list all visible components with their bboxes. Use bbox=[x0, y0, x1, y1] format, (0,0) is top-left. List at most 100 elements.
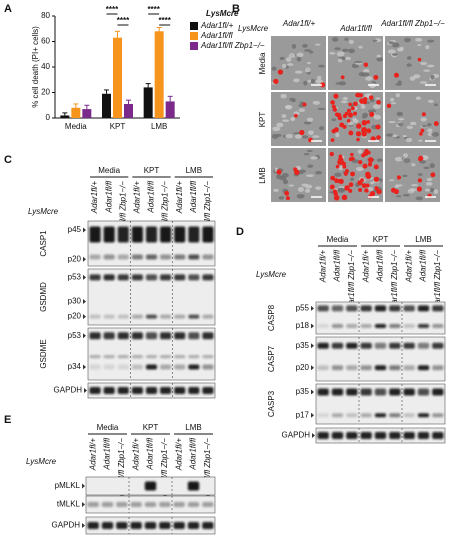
pi-cell bbox=[330, 138, 335, 143]
lane-label: Adar1fl/fl bbox=[376, 250, 385, 283]
band bbox=[417, 388, 430, 396]
sig-label: **** bbox=[106, 5, 119, 14]
sig-label: **** bbox=[117, 16, 130, 25]
genotype-label: LysMcre bbox=[28, 207, 59, 216]
panel-label: D bbox=[236, 226, 244, 238]
cell bbox=[315, 79, 323, 84]
marker bbox=[312, 433, 315, 438]
row-label: KPT bbox=[258, 112, 267, 128]
pi-cell bbox=[373, 164, 379, 170]
cell bbox=[306, 149, 313, 153]
group-label: KPT bbox=[144, 166, 160, 175]
pi-cell bbox=[285, 196, 290, 201]
pi-cell bbox=[345, 169, 349, 173]
band bbox=[202, 522, 214, 529]
lane-label: Adar1fl/fl Zbp1−/− bbox=[347, 250, 356, 315]
band bbox=[159, 522, 171, 529]
lane-label: Adar1fl/fl bbox=[146, 438, 155, 471]
band bbox=[89, 314, 101, 319]
cell bbox=[285, 105, 292, 110]
lane-label: Adar1fl/fl bbox=[419, 250, 428, 283]
cell bbox=[340, 100, 348, 104]
pi-cell bbox=[386, 103, 392, 109]
legend-title: LysMcre bbox=[206, 9, 239, 18]
band bbox=[360, 432, 372, 439]
pi-cell bbox=[361, 120, 368, 126]
legend-swatch bbox=[190, 22, 198, 30]
band bbox=[131, 314, 143, 319]
band bbox=[417, 342, 430, 349]
band bbox=[317, 388, 329, 396]
pi-cell bbox=[332, 189, 338, 194]
band-label: p35 bbox=[296, 387, 310, 396]
pi-cell bbox=[362, 99, 368, 105]
marker bbox=[311, 343, 314, 349]
band bbox=[202, 355, 214, 359]
marker bbox=[83, 298, 86, 304]
cell bbox=[334, 172, 342, 177]
band bbox=[160, 364, 172, 370]
band bbox=[331, 305, 344, 312]
pi-cell bbox=[277, 69, 284, 75]
marker bbox=[83, 333, 86, 339]
band bbox=[374, 324, 387, 328]
y-tick-label: 20 bbox=[41, 88, 50, 97]
pi-cell bbox=[367, 157, 374, 163]
band bbox=[103, 332, 115, 340]
band bbox=[346, 324, 358, 328]
band-label: p17 bbox=[296, 410, 310, 419]
band bbox=[403, 342, 415, 349]
pi-cell bbox=[348, 102, 352, 107]
pi-cell bbox=[417, 178, 423, 183]
band bbox=[417, 365, 430, 371]
legend-label: Adar1fl/+ bbox=[200, 21, 234, 30]
pi-cell bbox=[333, 127, 339, 133]
band bbox=[188, 332, 200, 340]
cell bbox=[362, 116, 367, 119]
band bbox=[131, 226, 143, 243]
cell bbox=[337, 58, 343, 63]
cell bbox=[389, 97, 395, 102]
pi-cell bbox=[357, 123, 361, 128]
bar bbox=[71, 107, 81, 118]
cell bbox=[335, 132, 340, 138]
band bbox=[202, 332, 214, 340]
band bbox=[403, 388, 415, 396]
cell bbox=[423, 166, 430, 170]
cell bbox=[397, 80, 402, 85]
band bbox=[360, 388, 372, 396]
band bbox=[346, 365, 358, 371]
cell bbox=[347, 121, 354, 126]
band bbox=[103, 226, 115, 243]
cell bbox=[279, 56, 285, 61]
band-label: p30 bbox=[68, 297, 82, 306]
cell bbox=[304, 67, 311, 73]
cell bbox=[354, 60, 363, 64]
cell bbox=[409, 76, 416, 81]
pi-cell bbox=[373, 74, 379, 80]
cell bbox=[427, 122, 432, 127]
pi-cell bbox=[351, 156, 355, 161]
lane-label: Adar1fl/fl bbox=[104, 181, 113, 214]
band bbox=[389, 305, 401, 312]
band bbox=[202, 502, 214, 507]
cell bbox=[318, 126, 325, 131]
cell bbox=[426, 177, 433, 182]
cell bbox=[316, 75, 322, 80]
band bbox=[174, 364, 186, 370]
pi-cell bbox=[353, 101, 358, 107]
pi-cell bbox=[320, 82, 326, 88]
band bbox=[145, 364, 158, 370]
bar bbox=[82, 109, 92, 118]
band bbox=[159, 502, 171, 507]
pi-cell bbox=[366, 150, 371, 155]
band-label: p45 bbox=[68, 225, 82, 234]
protein-label: CASP8 bbox=[267, 304, 276, 331]
band bbox=[346, 305, 358, 312]
pi-cell bbox=[366, 120, 371, 124]
genotype-label: LysMcre bbox=[256, 270, 287, 279]
cell bbox=[294, 134, 303, 139]
pi-cell bbox=[430, 172, 436, 178]
band bbox=[389, 324, 401, 328]
